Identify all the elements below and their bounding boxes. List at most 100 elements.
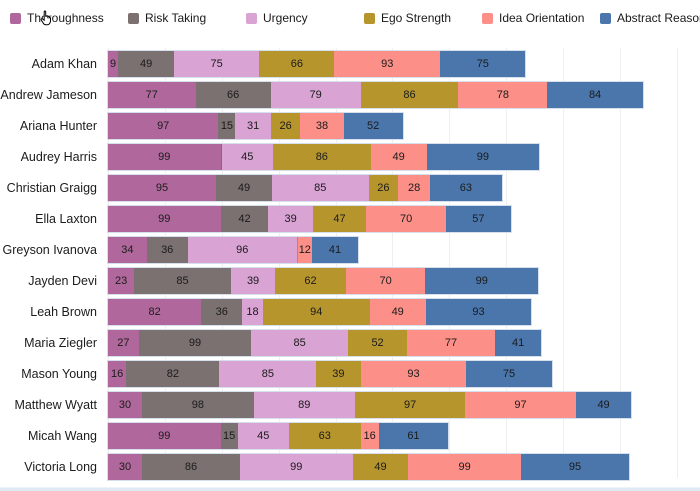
bar-segment-risk-taking[interactable]: 15 [218,112,236,139]
bar-segment-thoroughness[interactable]: 34 [108,236,147,263]
bar-segment-risk-taking[interactable]: 49 [216,174,272,201]
gridline [563,48,565,478]
bar-segment-urgency[interactable]: 85 [271,174,369,201]
bar-segment-risk-taking[interactable]: 99 [138,329,252,356]
bar-segment-idea-orientation[interactable]: 93 [360,360,467,387]
bar-segment-ego-strength[interactable]: 26 [270,112,301,139]
legend-item-thoroughness[interactable]: Thoroughness [10,11,128,25]
category-label: Ella Laxton [35,211,97,226]
bar-segment-thoroughness[interactable]: 77 [108,81,196,108]
bar-segment-thoroughness[interactable]: 30 [108,391,143,418]
bar-segment-idea-orientation[interactable]: 78 [458,81,548,108]
bar-segment-abstract-reasoning[interactable]: 57 [445,205,511,232]
bar-segment-thoroughness[interactable]: 16 [108,360,127,387]
bar-segment-abstract-reasoning[interactable]: 41 [494,329,542,356]
bar-segment-idea-orientation[interactable]: 49 [369,298,426,325]
bar-segment-idea-orientation[interactable]: 16 [360,422,379,449]
bar-segment-thoroughness[interactable]: 99 [108,143,221,170]
bar-segment-urgency[interactable]: 39 [230,267,276,294]
bar-segment-abstract-reasoning[interactable]: 84 [547,81,643,108]
bar-segment-abstract-reasoning[interactable]: 49 [575,391,632,418]
value-label: 66 [227,88,240,101]
bar-segment-thoroughness[interactable]: 27 [108,329,139,356]
bar-segment-urgency[interactable]: 85 [251,329,348,356]
bar-segment-abstract-reasoning[interactable]: 52 [343,112,403,139]
bar-segment-ego-strength[interactable]: 49 [352,453,409,480]
bar-segment-idea-orientation[interactable]: 28 [398,174,431,201]
bar-segment-ego-strength[interactable]: 97 [354,391,466,418]
bar-segment-urgency[interactable]: 75 [173,50,260,77]
bar-segment-abstract-reasoning[interactable]: 93 [425,298,532,325]
bar-segment-urgency[interactable]: 31 [235,112,271,139]
bar-segment-thoroughness[interactable]: 97 [108,112,219,139]
bar-segment-urgency[interactable]: 18 [242,298,263,325]
bar-segment-ego-strength[interactable]: 86 [272,143,371,170]
bar-segment-thoroughness[interactable]: 9 [108,50,119,77]
gridline [449,48,451,478]
value-label: 45 [257,429,270,442]
bar-segment-ego-strength[interactable]: 86 [360,81,459,108]
bar-segment-urgency[interactable]: 96 [187,236,297,263]
bar-segment-abstract-reasoning[interactable]: 99 [426,143,540,170]
bar-segment-ego-strength[interactable]: 62 [275,267,346,294]
bar-segment-idea-orientation[interactable]: 12 [297,236,312,263]
bar-segment-urgency[interactable]: 45 [221,143,273,170]
value-label: 16 [110,367,124,380]
legend-item-ego-strength[interactable]: Ego Strength [364,11,482,25]
bar-segment-thoroughness[interactable]: 30 [108,453,143,480]
bar-segment-abstract-reasoning[interactable]: 75 [466,360,552,387]
bar-segment-idea-orientation[interactable]: 70 [366,205,446,232]
bar-segment-risk-taking[interactable]: 15 [220,422,238,449]
bar-segment-ego-strength[interactable]: 26 [368,174,399,201]
bar-segment-urgency[interactable]: 89 [253,391,355,418]
bar-segment-thoroughness[interactable]: 95 [108,174,217,201]
bar-segment-ego-strength[interactable]: 94 [262,298,370,325]
bar-segment-idea-orientation[interactable]: 93 [334,50,441,77]
legend-item-urgency[interactable]: Urgency [246,11,364,25]
bar-segment-abstract-reasoning[interactable]: 61 [378,422,449,449]
bar-segment-risk-taking[interactable] [220,143,222,170]
bar-segment-urgency[interactable]: 85 [219,360,317,387]
bar-segment-abstract-reasoning[interactable]: 95 [520,453,630,480]
bar-segment-ego-strength[interactable]: 52 [347,329,408,356]
legend-item-risk-taking[interactable]: Risk Taking [128,11,246,25]
bar-segment-abstract-reasoning[interactable]: 41 [311,236,359,263]
bar-segment-abstract-reasoning[interactable]: 75 [440,50,526,77]
bar-segment-idea-orientation[interactable]: 97 [465,391,576,418]
bar-segment-risk-taking[interactable]: 36 [201,298,243,325]
bar-segment-risk-taking[interactable]: 85 [134,267,231,294]
bar-segment-idea-orientation[interactable]: 38 [300,112,344,139]
bar-segment-thoroughness[interactable]: 99 [108,205,221,232]
bar-segment-urgency[interactable]: 79 [270,81,361,108]
bar-segment-risk-taking[interactable]: 42 [220,205,269,232]
bar-segment-risk-taking[interactable]: 36 [146,236,188,263]
bar-segment-risk-taking[interactable]: 86 [142,453,240,480]
bar-segment-ego-strength[interactable]: 39 [316,360,361,387]
bar-segment-risk-taking[interactable]: 82 [126,360,220,387]
bar-segment-idea-orientation[interactable]: 49 [370,143,427,170]
bar-segment-risk-taking[interactable]: 49 [118,50,174,77]
value-label: 86 [315,150,328,163]
bar-segment-urgency[interactable]: 45 [237,422,289,449]
legend-item-idea-orientation[interactable]: Idea Orientation [482,11,600,25]
bar-segment-risk-taking[interactable]: 66 [195,81,271,108]
bar-segment-ego-strength[interactable]: 66 [259,50,335,77]
bar-segment-urgency[interactable]: 99 [239,453,353,480]
bar-segment-ego-strength[interactable]: 63 [288,422,361,449]
chart-row: Micah Wang 99 15 45 63 16 61 [0,420,700,451]
bar-segment-thoroughness[interactable]: 82 [108,298,202,325]
bar-segment-idea-orientation[interactable]: 99 [408,453,521,480]
bar-segment-urgency[interactable]: 39 [268,205,313,232]
bar-segment-ego-strength[interactable]: 47 [312,205,367,232]
bar-segment-idea-orientation[interactable]: 70 [345,267,426,294]
bar-segment-ego-strength[interactable] [296,236,298,263]
bar-segment-abstract-reasoning[interactable]: 63 [430,174,502,201]
bar-segment-thoroughness[interactable]: 23 [108,267,135,294]
bar-segment-risk-taking[interactable]: 98 [142,391,254,418]
legend-item-abstract-reasoning[interactable]: Abstract Reasoning [600,11,700,25]
bar-segment-idea-orientation[interactable]: 77 [407,329,495,356]
bar-segment-thoroughness[interactable]: 99 [108,422,221,449]
stacked-bar: 9 49 75 66 93 75 [106,49,527,78]
bar-segment-abstract-reasoning[interactable]: 99 [425,267,539,294]
legend-swatch-icon [10,12,21,24]
